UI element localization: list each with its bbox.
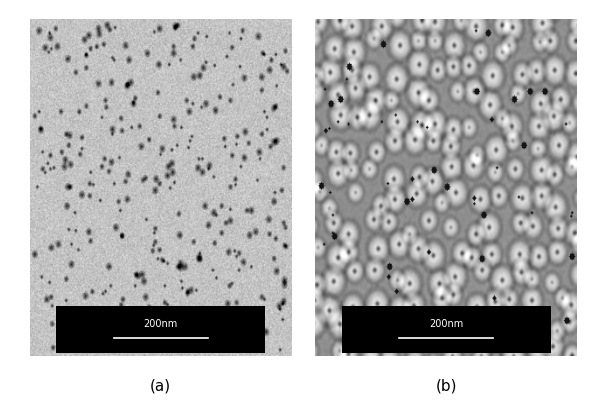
Text: (b): (b) bbox=[436, 377, 457, 392]
Text: 200nm: 200nm bbox=[429, 318, 464, 328]
Text: 200nm: 200nm bbox=[143, 318, 178, 328]
Bar bbox=[56, 306, 265, 353]
Bar bbox=[342, 306, 551, 353]
Text: (a): (a) bbox=[150, 377, 171, 392]
